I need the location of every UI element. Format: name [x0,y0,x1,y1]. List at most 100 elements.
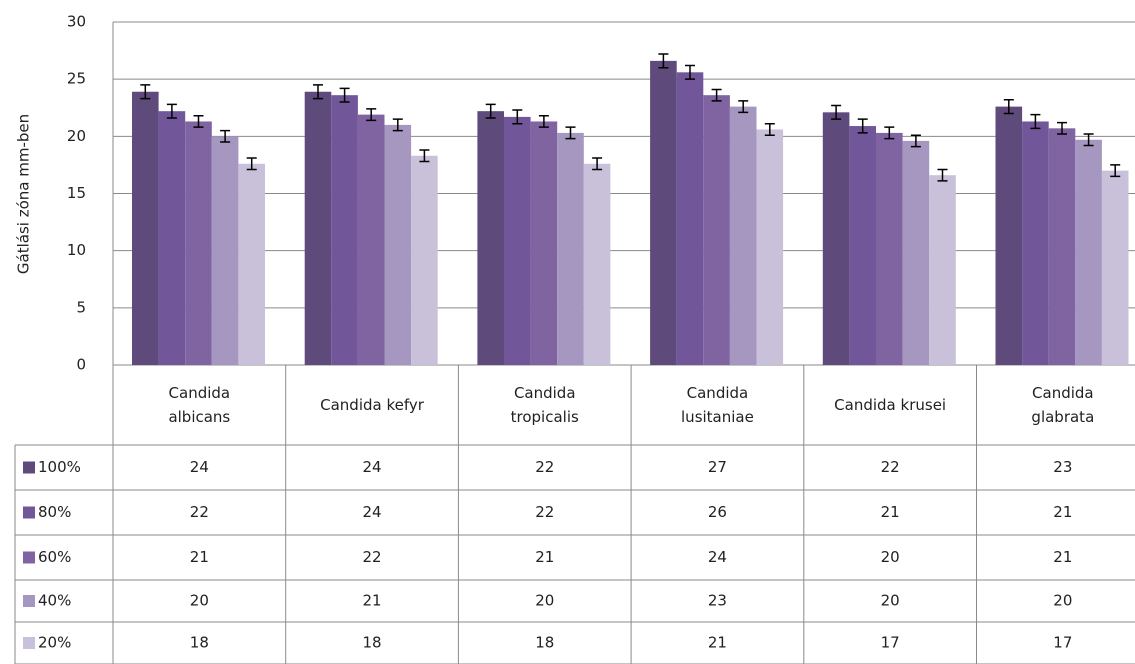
table-value: 24 [708,548,727,566]
bar [132,91,159,365]
error-bar [419,149,430,163]
table-value: 17 [1053,634,1072,652]
error-bar [313,84,323,100]
table-value: 22 [190,503,209,521]
table-value: 20 [535,592,554,610]
table-value: 24 [363,503,382,521]
table-value: 24 [190,458,209,476]
bar [211,136,239,365]
table-value: 18 [363,634,382,652]
category-label: Candida albicans [168,384,230,426]
table-value: 20 [1053,592,1072,610]
category-label: Candida tropicalis [511,384,579,426]
bar [477,111,504,366]
table-value: 21 [1053,548,1072,566]
table-value: 23 [1053,458,1072,476]
bar [185,121,212,365]
error-bar [166,103,177,119]
bar [583,163,611,365]
bar [1048,128,1076,365]
legend-swatch [23,461,35,474]
table-value: 22 [535,458,554,476]
y-tick-label: 25 [67,70,86,88]
table-value: 27 [708,458,727,476]
legend-swatch [23,595,35,607]
bar [530,121,558,365]
category-label: Candida glabrata [1031,384,1094,426]
error-bar [857,118,868,134]
y-tick-label: 0 [76,356,86,374]
table-value: 21 [1053,503,1072,521]
y-tick-label: 20 [67,127,86,145]
category-label: Candida kefyr [320,396,424,414]
legend-label: 40% [38,592,71,610]
error-bar [1003,98,1014,115]
error-bar [1110,164,1121,178]
table-value: 21 [881,503,900,521]
error-bar [738,100,749,114]
y-tick-label: 15 [67,184,86,202]
bar [650,60,677,366]
error-bar [831,104,842,120]
error-bar [764,123,775,136]
error-bar [366,108,377,122]
error-bar [711,88,722,102]
category-label: Candida lusitaniae [681,384,754,426]
error-bar [485,103,496,119]
bar [557,132,584,365]
bar [929,175,956,365]
table-value: 21 [363,592,382,610]
table-value: 21 [708,634,727,652]
bar [676,72,704,365]
bar [1101,170,1129,365]
bar [384,124,412,366]
bar [304,91,332,365]
error-bar [884,126,895,140]
table-value: 22 [535,503,554,521]
table-value: 17 [881,634,900,652]
bar [238,163,265,365]
bar [158,111,186,366]
error-bar [246,157,257,171]
bar [995,106,1023,366]
legend-label: 60% [38,548,71,566]
legend-label: 20% [38,634,71,652]
error-bar [658,53,669,69]
y-tick-label: 10 [67,241,86,259]
category-label: Candida krusei [834,396,946,414]
error-bar [512,109,523,125]
error-bar [685,64,695,80]
table-value: 18 [535,634,554,652]
error-bar [937,168,948,182]
error-bar [565,126,576,140]
table-value: 22 [363,548,382,566]
bar [411,155,438,365]
legend-label: 80% [38,503,71,521]
bar [876,132,903,365]
error-bar [392,118,403,132]
table-value: 20 [881,548,900,566]
legend-swatch [23,506,35,519]
error-bar [538,115,549,128]
table-value: 22 [881,458,900,476]
legend-label: 100% [38,458,81,476]
bar [729,106,757,366]
error-bar [220,129,231,143]
error-bar [193,115,204,128]
bar [822,112,850,365]
bar [756,129,784,365]
error-bar [1057,121,1067,135]
table-value: 21 [190,548,209,566]
bar [1022,121,1049,365]
table-value: 20 [190,592,209,610]
bar [357,114,385,365]
error-bar [339,87,350,103]
error-bar [140,84,151,100]
bar [849,126,876,365]
error-bar [1030,113,1041,130]
y-tick-label: 5 [76,298,86,316]
bar [902,140,930,365]
bar [703,95,730,365]
table-value: 23 [708,592,727,610]
